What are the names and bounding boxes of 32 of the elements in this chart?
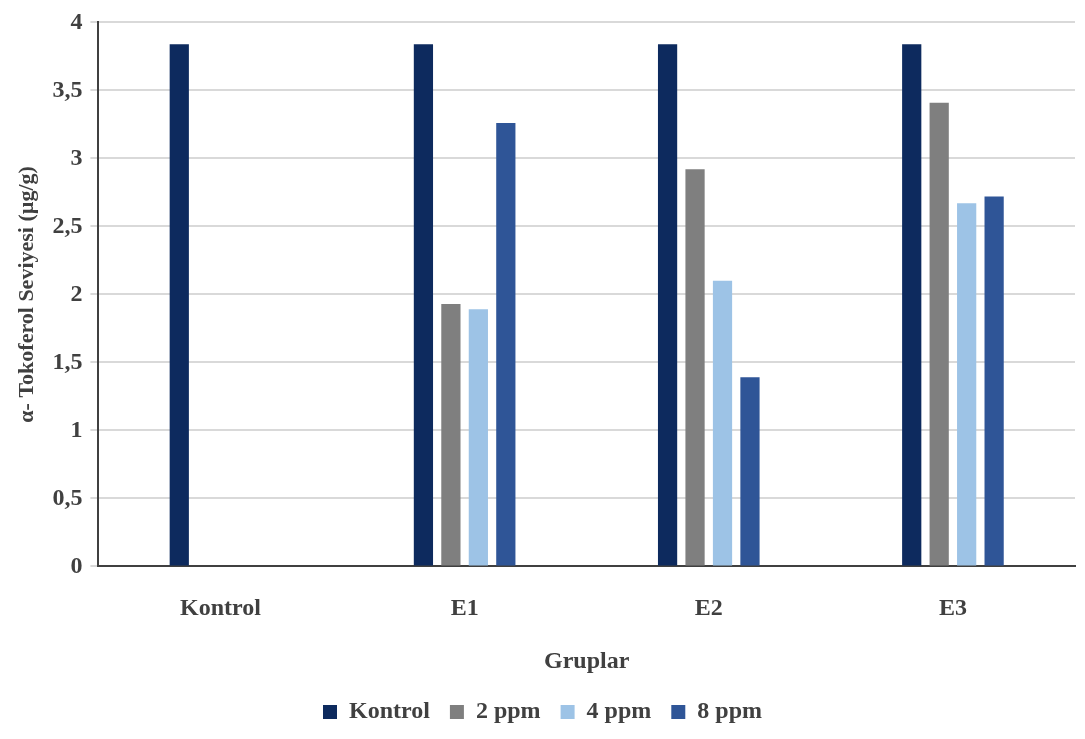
y-tick-label: 3	[70, 143, 83, 170]
bar	[685, 169, 705, 566]
y-tick-label: 0	[70, 551, 83, 578]
y-tick-label: 4	[70, 7, 83, 34]
bar	[984, 196, 1004, 566]
x-tick-label: E2	[694, 594, 723, 620]
y-axis-title: α- Tokoferol Seviyesi (µg/g)	[12, 166, 38, 423]
bar	[929, 102, 949, 566]
y-tick-label: 1,5	[52, 347, 83, 374]
bar	[740, 377, 760, 566]
y-tick-label: 2,5	[52, 211, 83, 238]
bar	[657, 44, 678, 566]
bar	[169, 44, 189, 566]
legend-label: 4 ppm	[586, 697, 652, 724]
bar	[468, 309, 488, 566]
y-tick-label: 2	[70, 279, 83, 306]
bar	[712, 280, 733, 566]
bar	[413, 44, 434, 566]
x-tick-label: E3	[938, 594, 967, 620]
x-tick-label: E1	[450, 594, 479, 620]
legend-label: Kontrol	[349, 697, 431, 724]
y-tick-label: 1	[70, 415, 83, 442]
y-tick-label: 3,5	[52, 75, 83, 102]
y-tick-label: 0,5	[52, 483, 83, 510]
x-tick-label: Kontrol	[180, 594, 262, 620]
bar	[441, 303, 461, 566]
legend-label: 2 ppm	[475, 697, 541, 724]
bar	[957, 203, 977, 566]
bar	[902, 44, 922, 566]
legend-label: 8 ppm	[697, 697, 762, 724]
bar	[496, 123, 516, 566]
x-axis-title: Gruplar	[544, 646, 630, 673]
